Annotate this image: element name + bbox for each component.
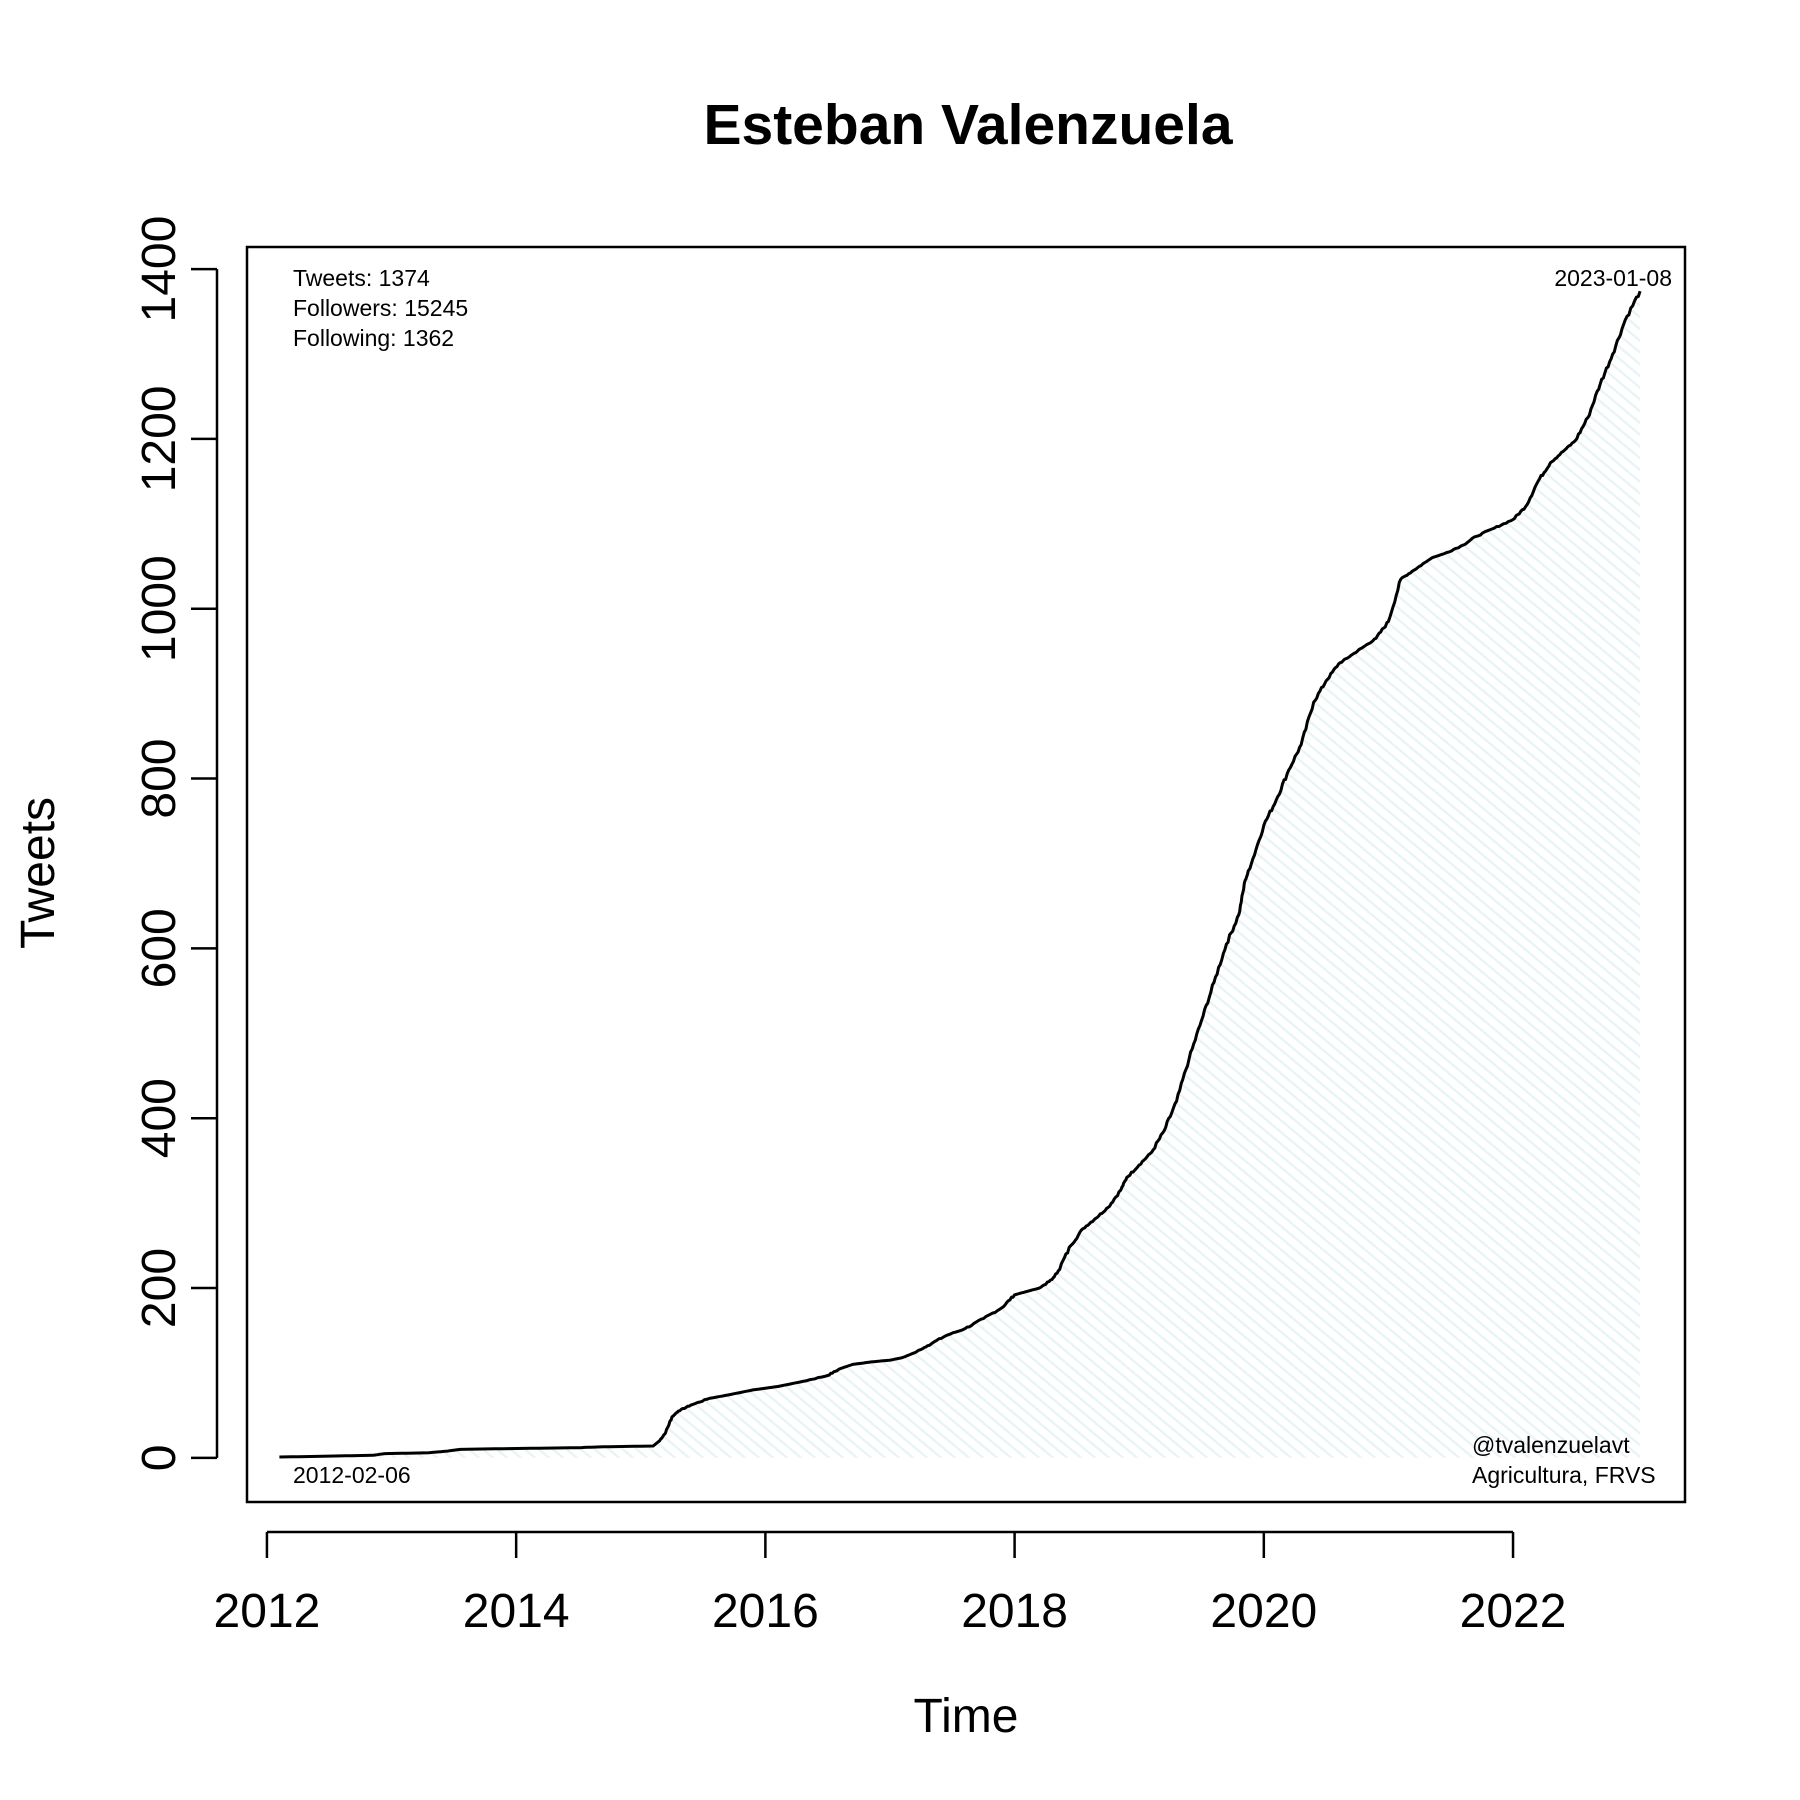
y-tick-label: 200 [133,1248,186,1328]
y-axis-label: Tweets [12,797,65,949]
x-tick-label: 2022 [1460,1585,1567,1638]
chart-title: Esteban Valenzuela [703,93,1233,157]
y-tick-label: 400 [133,1078,186,1158]
cumulative-area-fill [279,291,1641,1458]
x-tick-label: 2020 [1210,1585,1317,1638]
plot-frame [245,245,1687,1504]
stats-tweets: Tweets: 1374 [293,265,430,291]
y-tick-label: 800 [133,739,186,819]
y-tick-label: 600 [133,908,186,988]
credit-affiliation: Agricultura, FRVS [1472,1462,1656,1488]
x-axis-label: Time [914,1690,1019,1743]
y-tick-label: 1200 [133,386,186,493]
y-tick-label: 1400 [133,216,186,323]
cumulative-tweets-line [279,290,1642,1459]
x-axis: 2012 2014 2016 2018 2020 2022 [214,1530,1567,1638]
stats-followers: Followers: 15245 [293,295,468,321]
x-tick-label: 2016 [712,1585,819,1638]
credit-handle: @tvalenzuelavt [1472,1432,1630,1458]
y-axis: 0 200 400 600 800 1000 1200 1400 [133,216,219,1471]
start-date-label: 2012-02-06 [293,1462,411,1488]
stats-following: Following: 1362 [293,325,454,351]
x-tick-label: 2012 [214,1585,321,1638]
x-tick-label: 2014 [463,1585,570,1638]
y-tick-label: 0 [133,1444,186,1471]
y-tick-label: 1000 [133,555,186,662]
end-date-label: 2023-01-08 [1554,265,1672,291]
x-tick-label: 2018 [961,1585,1068,1638]
